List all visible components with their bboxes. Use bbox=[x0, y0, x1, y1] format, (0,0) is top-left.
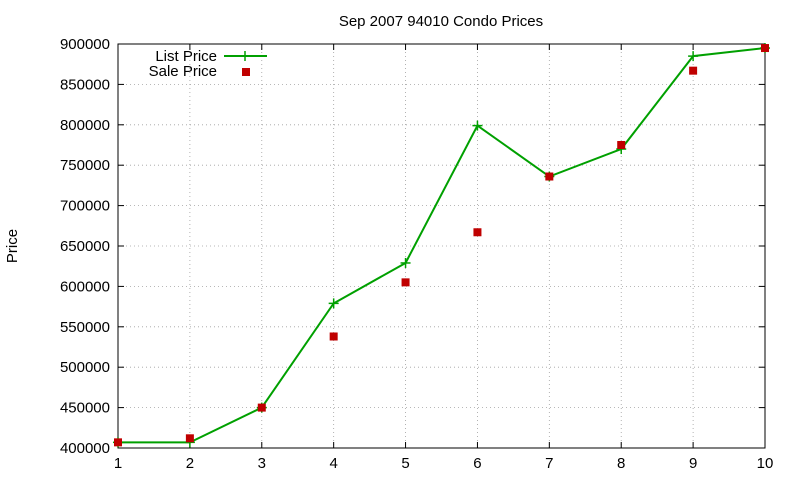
x-tick-label: 5 bbox=[401, 455, 409, 472]
x-tick-label: 6 bbox=[473, 455, 481, 472]
sale-price-point bbox=[545, 172, 554, 181]
x-tick-label: 10 bbox=[757, 455, 774, 472]
legend: List Price Sale Price bbox=[149, 48, 267, 80]
x-tick-label: 8 bbox=[617, 455, 625, 472]
y-tick-label: 700000 bbox=[60, 198, 110, 215]
plot-frame bbox=[117, 43, 766, 449]
sale-price-point bbox=[257, 403, 266, 412]
y-tick-label: 650000 bbox=[60, 238, 110, 255]
y-tick-label: 500000 bbox=[60, 359, 110, 376]
x-tick-label: 2 bbox=[186, 455, 194, 472]
sale-price-point bbox=[761, 44, 769, 53]
sale-price-point bbox=[473, 228, 482, 237]
legend-label-list-price: List Price bbox=[155, 48, 217, 65]
y-tick-label: 450000 bbox=[60, 400, 110, 417]
y-tick-label: 850000 bbox=[60, 76, 110, 93]
legend-marker-sale-price bbox=[242, 68, 250, 76]
series-marks bbox=[113, 43, 770, 448]
y-tick-label: 400000 bbox=[60, 440, 110, 457]
sale-price-point bbox=[617, 141, 626, 149]
x-tick-label: 7 bbox=[545, 455, 553, 472]
y-axis-label: Price bbox=[4, 229, 21, 263]
sale-price-point bbox=[185, 434, 194, 443]
y-tick-label: 600000 bbox=[60, 278, 110, 295]
x-tick-label: 1 bbox=[114, 455, 122, 472]
grid bbox=[118, 44, 765, 448]
list-price-line bbox=[118, 47, 766, 444]
x-tick-label: 4 bbox=[329, 455, 337, 472]
sale-price-point bbox=[401, 278, 410, 287]
list-price-point bbox=[328, 298, 339, 309]
y-tick-label: 750000 bbox=[60, 157, 110, 174]
y-tick-label: 550000 bbox=[60, 319, 110, 336]
axis-ticks bbox=[117, 43, 766, 449]
y-tick-label: 900000 bbox=[60, 36, 110, 53]
list-price-point bbox=[400, 257, 411, 268]
chart-title: Sep 2007 94010 Condo Prices bbox=[339, 13, 543, 30]
legend-marker-list-price bbox=[240, 51, 250, 61]
sale-price-point bbox=[329, 332, 338, 341]
y-tick-label: 800000 bbox=[60, 117, 110, 134]
x-tick-label: 3 bbox=[258, 455, 266, 472]
y-tick-labels: 400000 450000 500000 550000 600000 650000 7000… bbox=[60, 36, 110, 457]
list-price-point bbox=[472, 120, 483, 131]
sale-price-point bbox=[689, 66, 698, 75]
x-tick-label: 9 bbox=[689, 455, 697, 472]
list-price-point bbox=[688, 51, 699, 62]
sale-price-point bbox=[114, 438, 122, 447]
legend-label-sale-price: Sale Price bbox=[149, 63, 217, 80]
x-tick-labels: 1 2 3 4 5 6 7 8 9 10 bbox=[114, 455, 774, 472]
